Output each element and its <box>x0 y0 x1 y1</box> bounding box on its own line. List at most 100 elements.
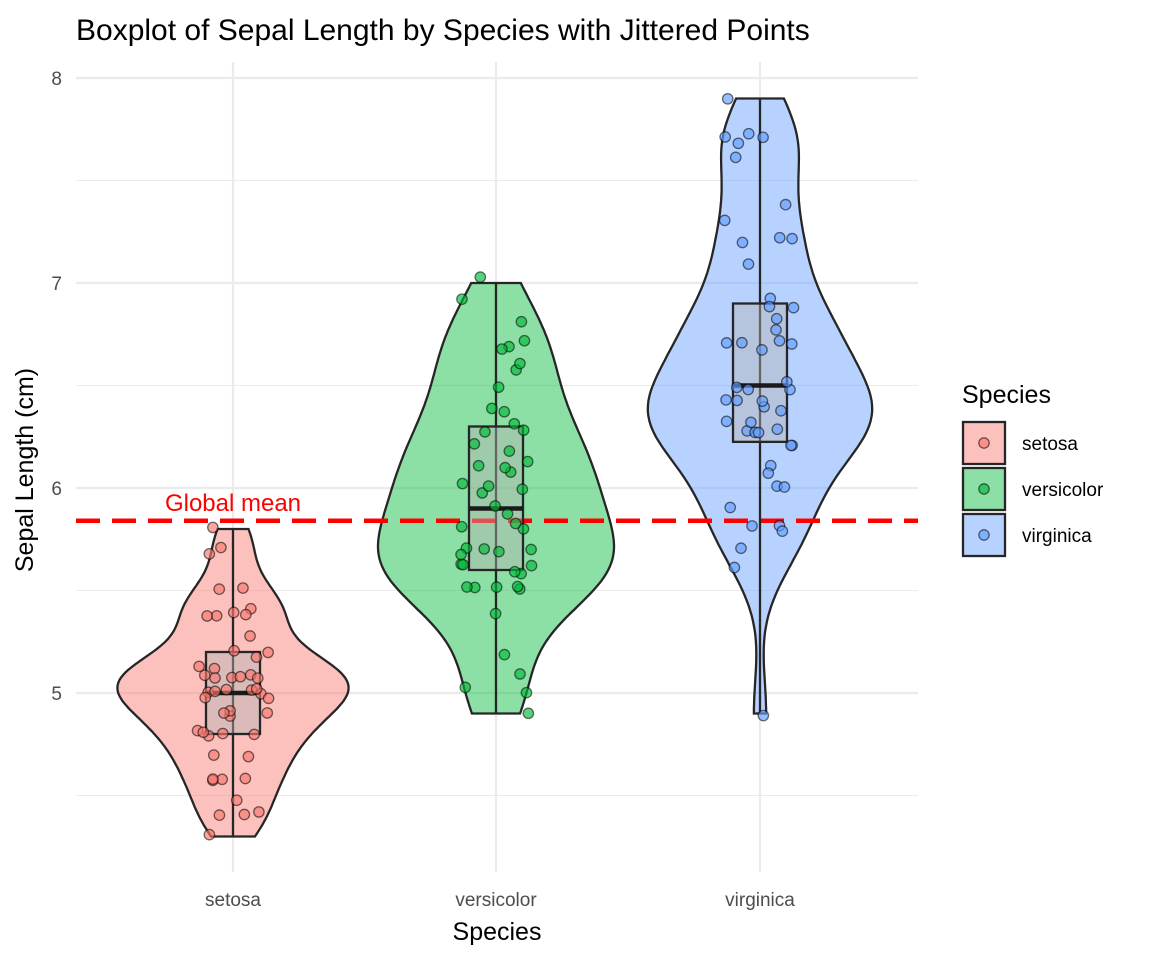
legend: Species setosa versicolor virginica <box>961 381 1104 558</box>
point-versicolor <box>516 483 529 496</box>
point-versicolor <box>498 405 511 418</box>
y-tick-label: 7 <box>51 274 62 295</box>
point-versicolor <box>514 357 526 370</box>
point-virginica <box>730 381 743 394</box>
point-setosa <box>239 608 252 621</box>
point-versicolor <box>515 315 528 328</box>
point-setosa <box>251 672 264 684</box>
point-virginica <box>720 394 732 406</box>
point-virginica <box>724 501 737 514</box>
point-virginica <box>776 525 789 538</box>
point-virginica <box>787 301 800 314</box>
point-virginica <box>731 394 743 407</box>
point-setosa <box>230 794 243 807</box>
global-mean-label: Global mean <box>165 490 301 517</box>
point-virginica <box>729 151 742 164</box>
point-versicolor <box>498 648 511 661</box>
x-tick-label: virginica <box>725 890 795 911</box>
point-versicolor <box>517 523 530 535</box>
point-virginica <box>732 137 745 150</box>
point-setosa <box>220 683 233 696</box>
y-tick-label: 5 <box>51 684 62 705</box>
point-virginica <box>721 92 734 105</box>
point-setosa <box>215 541 227 554</box>
point-setosa <box>207 773 219 785</box>
point-setosa <box>199 691 212 704</box>
point-setosa <box>210 609 223 622</box>
point-versicolor <box>493 545 505 558</box>
x-tick-label: versicolor <box>455 890 537 911</box>
point-versicolor <box>489 500 501 512</box>
point-versicolor <box>478 543 491 555</box>
point-versicolor <box>492 381 505 394</box>
point-virginica <box>770 312 783 325</box>
point-setosa <box>248 728 261 741</box>
point-virginica <box>762 467 775 480</box>
point-versicolor <box>486 402 498 415</box>
point-setosa <box>250 682 263 695</box>
legend-label-versicolor: versicolor <box>1022 480 1104 501</box>
legend-point-virginica <box>978 529 990 541</box>
point-setosa <box>239 772 252 785</box>
point-versicolor <box>459 681 472 694</box>
point-versicolor <box>479 426 491 438</box>
point-versicolor <box>518 334 531 347</box>
point-virginica <box>756 395 769 407</box>
legend-point-setosa <box>978 437 990 449</box>
point-versicolor <box>509 517 522 530</box>
point-virginica <box>785 338 798 350</box>
legend-key-setosa <box>961 420 1007 466</box>
point-versicolor <box>517 424 530 437</box>
point-versicolor <box>508 417 521 430</box>
point-virginica <box>736 336 748 349</box>
point-setosa <box>262 692 275 705</box>
point-setosa <box>250 651 263 664</box>
y-tick-labels: 5 6 7 8 <box>51 69 62 705</box>
point-versicolor <box>508 565 521 578</box>
point-virginica <box>775 404 787 417</box>
point-setosa <box>198 669 211 682</box>
point-virginica <box>771 423 784 436</box>
point-setosa <box>228 644 240 657</box>
point-setosa <box>203 828 216 841</box>
point-setosa <box>203 547 216 560</box>
legend-label-setosa: setosa <box>1022 434 1078 455</box>
point-versicolor <box>461 581 473 593</box>
point-setosa <box>209 685 221 698</box>
point-setosa <box>242 750 255 763</box>
point-setosa <box>234 670 247 683</box>
point-virginica <box>735 542 747 555</box>
legend-point-versicolor <box>978 483 990 495</box>
point-versicolor <box>520 686 533 699</box>
point-virginica <box>773 231 786 244</box>
y-tick-label: 8 <box>51 69 62 90</box>
chart-title: Boxplot of Sepal Length by Species with … <box>76 14 810 47</box>
jitter-points <box>191 92 800 841</box>
point-virginica <box>720 415 733 428</box>
point-virginica <box>786 232 798 245</box>
point-versicolor <box>521 455 534 468</box>
point-virginica <box>778 481 791 493</box>
point-virginica <box>718 214 731 227</box>
point-setosa <box>261 707 274 719</box>
point-versicolor <box>455 548 467 561</box>
point-virginica <box>763 300 776 313</box>
point-virginica <box>728 561 741 574</box>
point-virginica <box>756 344 768 356</box>
point-versicolor <box>490 581 503 593</box>
x-tick-label: setosa <box>205 890 261 911</box>
point-versicolor <box>511 580 524 593</box>
point-virginica <box>752 426 765 439</box>
point-versicolor <box>468 437 481 450</box>
point-setosa <box>227 606 240 619</box>
point-setosa <box>238 808 251 821</box>
point-versicolor <box>522 707 535 720</box>
y-tick-label: 6 <box>51 479 62 500</box>
point-versicolor <box>501 508 514 520</box>
point-versicolor <box>456 293 468 306</box>
point-versicolor <box>457 558 469 571</box>
point-virginica <box>742 383 755 396</box>
point-virginica <box>757 131 769 144</box>
x-axis-title: Species <box>453 918 542 946</box>
point-setosa <box>216 727 229 740</box>
